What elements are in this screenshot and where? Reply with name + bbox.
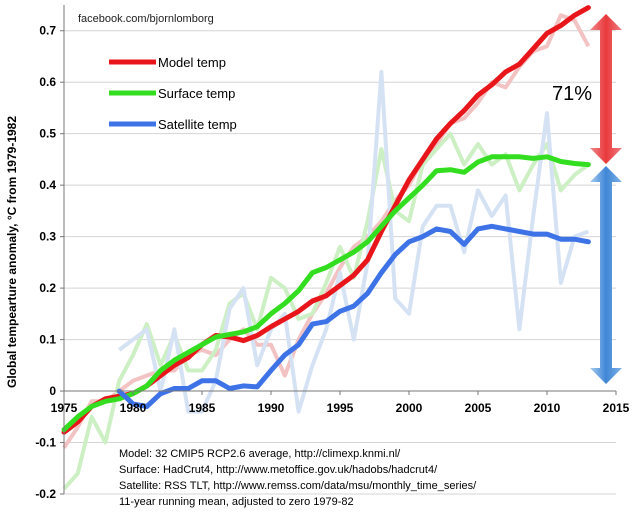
y-tick-label: 0.2	[39, 281, 56, 295]
blue-double-arrow	[590, 166, 622, 384]
running-mean-series	[61, 5, 591, 435]
x-tick-label: 1975	[51, 401, 78, 415]
source-notes: Model: 32 CMIP5 RCP2.6 average, http://c…	[119, 448, 477, 508]
axes	[60, 5, 617, 495]
red-double-arrow	[590, 14, 622, 164]
x-tick-label: 2010	[534, 401, 561, 415]
source-note-surface: Surface: HadCrut4, http://www.metoffice.…	[119, 464, 438, 476]
legend-label-surface: Surface temp	[158, 86, 235, 101]
credit-text: facebook.com/bjornlomborg	[78, 13, 214, 25]
annual-series	[62, 13, 591, 491]
source-note-model: Model: 32 CMIP5 RCP2.6 average, http://c…	[119, 448, 401, 460]
y-tick-label: -0.2	[35, 487, 56, 501]
x-tick-label: 2005	[465, 401, 492, 415]
x-tick-label: 1980	[120, 401, 147, 415]
tick-labels: -0.2 -0.1 0 0.1 0.2 0.3 0.4 0.5 0.6 0.7 1975 1980 19…	[35, 24, 629, 501]
y-tick-label: 0.4	[39, 178, 56, 192]
x-tick-label: 1985	[189, 401, 216, 415]
gap-percent-label: 71%	[552, 83, 592, 105]
x-tick-label: 1990	[258, 401, 285, 415]
y-tick-label: 0.1	[39, 333, 56, 347]
x-tick-label: 2015	[603, 401, 630, 415]
y-tick-label: 0.6	[39, 75, 56, 89]
y-tick-label: 0	[49, 384, 56, 398]
source-note-satellite: Satellite: RSS TLT, http://www.remss.com…	[119, 480, 477, 492]
surface-temp-line	[61, 154, 591, 433]
legend-label-model: Model temp	[158, 55, 226, 70]
legend-label-satellite: Satellite temp	[158, 117, 237, 132]
source-note-method: 11-year running mean, adjusted to zero 1…	[119, 496, 354, 508]
x-tick-label: 1995	[327, 401, 354, 415]
satellite-temp-line	[116, 223, 591, 409]
legend: Model temp Surface temp Satellite temp	[109, 55, 237, 132]
satellite-annual-line	[118, 69, 590, 414]
x-tick-label: 2000	[396, 401, 423, 415]
y-tick-label: 0.3	[39, 230, 56, 244]
y-tick-label: -0.1	[35, 436, 56, 450]
gap-arrows	[590, 14, 622, 384]
y-axis-label: Global tempearture anomaly, °C from 1979…	[5, 116, 19, 388]
y-tick-label: 0.5	[39, 127, 56, 141]
y-tick-label: 0.7	[39, 24, 56, 38]
surface-annual-line	[62, 131, 590, 491]
